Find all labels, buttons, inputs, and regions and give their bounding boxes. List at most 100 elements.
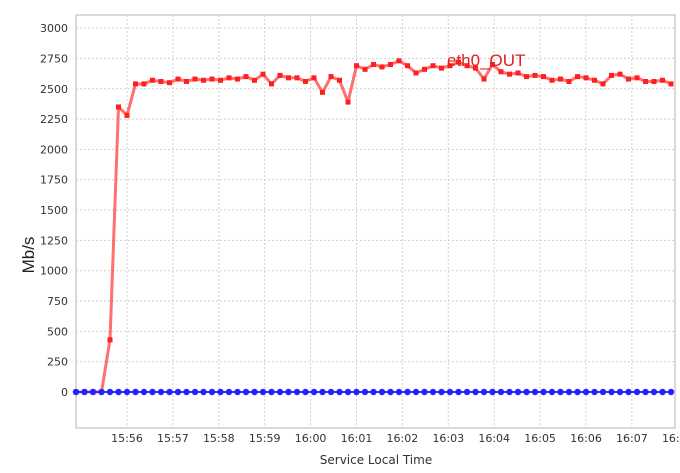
data-point [302,388,309,396]
data-point [592,77,597,83]
data-point [557,388,564,396]
data-point [388,61,393,67]
x-tick-label: 15:58 [203,432,235,445]
data-point [259,388,267,396]
data-point [599,388,607,396]
data-point [293,388,301,396]
data-point [107,337,113,343]
data-point [252,77,257,83]
data-point [303,78,308,84]
data-point [124,112,130,118]
data-point [235,76,240,82]
data-point [285,388,292,396]
data-point [463,388,471,396]
data-point [379,64,385,70]
data-point [183,388,190,396]
data-point [260,71,266,77]
data-point [345,99,351,105]
data-point [616,388,624,396]
plot-area [75,14,676,429]
data-point [167,80,172,86]
data-point [218,77,223,83]
y-axis-title: Mb/s [19,237,38,274]
data-point [269,81,274,87]
x-axis-title: Service Local Time [320,453,432,467]
data-point [217,388,224,396]
data-point [286,75,291,81]
data-point [446,388,454,396]
data-point [395,388,403,396]
data-point [311,75,317,81]
data-point [514,388,522,396]
data-point [422,66,427,72]
data-point [191,388,199,396]
data-point [243,74,249,80]
data-point [98,388,105,396]
data-point [396,58,402,64]
data-point [668,81,674,87]
data-point [225,388,233,396]
data-point [149,388,156,396]
data-point [430,63,436,69]
data-point [327,388,335,396]
data-point [506,388,513,396]
data-point [541,74,546,80]
data-point [72,388,80,396]
data-point [336,388,343,396]
y-tick-label: 0 [61,386,68,399]
data-point [540,388,547,396]
data-point [651,78,657,84]
x-tick-label: 15:57 [157,432,189,445]
grid-layer [76,15,675,428]
data-point [608,388,615,396]
data-point [251,388,258,396]
data-point [115,388,122,396]
data-point [81,388,88,396]
data-point [660,77,665,83]
x-tick-label: 16:00 [295,432,327,445]
x-tick-label: 16:07 [616,432,648,445]
data-point [387,388,394,396]
data-point [438,388,445,396]
x-tick-label: 16:04 [478,432,510,445]
data-point [421,388,428,396]
data-point [456,59,461,65]
data-point [158,78,164,84]
data-point [353,388,360,396]
y-tick-label: 2750 [40,52,68,65]
data-point [337,77,342,83]
data-point [609,72,614,78]
data-point [208,388,216,396]
data-point [490,61,495,67]
data-point [566,78,572,84]
data-point [575,74,580,80]
series-annotation: eth0_OUT [447,51,525,70]
data-point [642,388,649,396]
data-point [174,388,182,396]
data-point [166,388,173,396]
y-tick-label: 2000 [40,143,68,156]
data-point [192,76,198,82]
data-point [447,63,453,69]
data-point [276,388,284,396]
data-point [625,388,632,396]
data-point [209,76,215,82]
data-point [175,76,181,82]
data-point [201,77,206,83]
data-point [361,388,369,396]
data-point [524,74,529,80]
x-tick-label: 16:06 [570,432,602,445]
data-point [378,388,386,396]
data-point [242,388,250,396]
data-point [498,69,504,75]
data-point [591,388,598,396]
data-point [583,75,589,81]
x-tick-label: 16:03 [432,432,464,445]
y-tick-label: 500 [47,325,68,338]
data-point [558,76,563,82]
y-tick-label: 1000 [40,265,68,278]
data-point [472,388,479,396]
data-point [650,388,658,396]
data-point [532,72,538,78]
